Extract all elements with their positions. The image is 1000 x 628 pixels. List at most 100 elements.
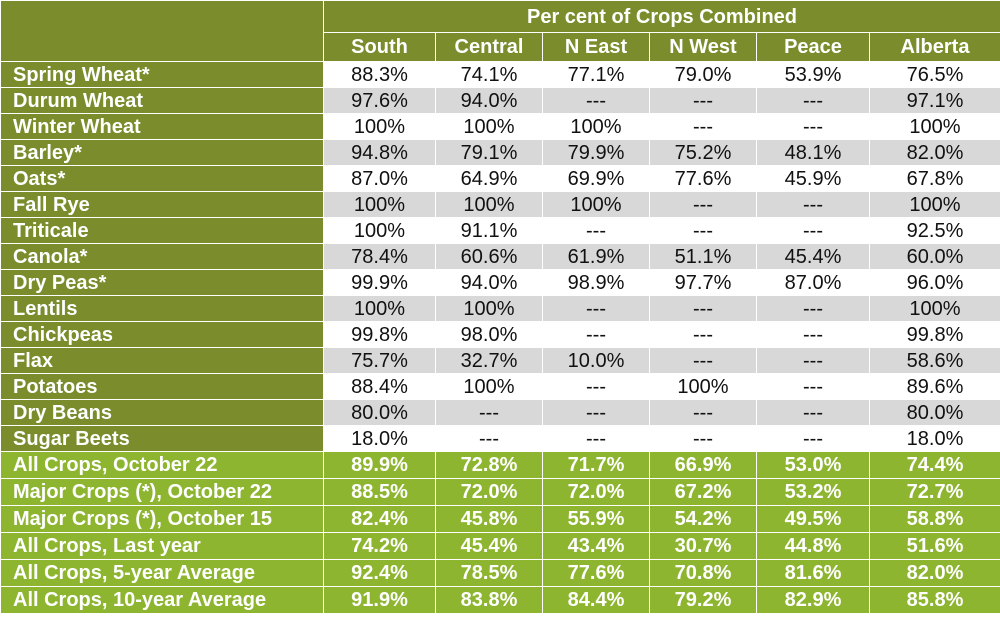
value-cell: ---	[756, 87, 870, 114]
value-cell: ---	[756, 425, 870, 452]
crop-name-cell: Canola*	[0, 243, 324, 270]
value-cell: 98.0%	[435, 321, 543, 348]
summary-row: Major Crops (*), October 22 88.5% 72.0% 72.…	[0, 478, 1000, 506]
crop-name-cell: Oats*	[0, 165, 324, 192]
value-cell: 98.9%	[542, 269, 650, 296]
summary-rows: All Crops, October 22 89.9% 72.8% 71.7% 66.9…	[0, 451, 1000, 614]
summary-label-cell: Major Crops (*), October 15	[0, 505, 324, 533]
summary-value-cell: 77.6%	[542, 559, 650, 587]
value-cell: 89.6%	[869, 373, 1000, 400]
summary-value-cell: 72.0%	[542, 478, 650, 506]
value-cell: ---	[542, 295, 650, 322]
group-title: Per cent of Crops Combined	[323, 0, 1000, 33]
value-cell: 64.9%	[435, 165, 543, 192]
value-cell: 10.0%	[542, 347, 650, 374]
value-cell: 99.8%	[323, 321, 436, 348]
summary-value-cell: 78.5%	[435, 559, 543, 587]
summary-label-cell: All Crops, 10-year Average	[0, 586, 324, 614]
value-cell: 100%	[869, 113, 1000, 140]
value-cell: ---	[435, 399, 543, 426]
crop-name-cell: Fall Rye	[0, 191, 324, 218]
summary-value-cell: 89.9%	[323, 451, 436, 479]
value-cell: ---	[649, 347, 757, 374]
value-cell: 100%	[435, 113, 543, 140]
summary-value-cell: 74.2%	[323, 532, 436, 560]
table-row: Canola* 78.4% 60.6% 61.9% 51.1% 45.4% 60.0%	[0, 243, 1000, 270]
crop-name-cell: Dry Peas*	[0, 269, 324, 296]
value-cell: 60.6%	[435, 243, 543, 270]
value-cell: ---	[649, 399, 757, 426]
value-cell: ---	[542, 399, 650, 426]
summary-value-cell: 55.9%	[542, 505, 650, 533]
crop-name-cell: Chickpeas	[0, 321, 324, 348]
crop-name-cell: Spring Wheat*	[0, 61, 324, 88]
crop-name-cell: Lentils	[0, 295, 324, 322]
value-cell: 91.1%	[435, 217, 543, 244]
table-row: Dry Beans 80.0% --- --- --- --- 80.0%	[0, 399, 1000, 426]
value-cell: 100%	[542, 113, 650, 140]
value-cell: 87.0%	[756, 269, 870, 296]
column-header-central: Central	[435, 32, 543, 62]
value-cell: 97.7%	[649, 269, 757, 296]
header-corner-cell	[0, 0, 324, 62]
summary-row: Major Crops (*), October 15 82.4% 45.8% 55.…	[0, 505, 1000, 533]
value-cell: ---	[649, 321, 757, 348]
value-cell: 61.9%	[542, 243, 650, 270]
column-header-alberta: Alberta	[869, 32, 1000, 62]
value-cell: 45.9%	[756, 165, 870, 192]
value-cell: 94.8%	[323, 139, 436, 166]
crop-name-cell: Potatoes	[0, 373, 324, 400]
value-cell: 94.0%	[435, 269, 543, 296]
summary-value-cell: 74.4%	[869, 451, 1000, 479]
table-row: Dry Peas* 99.9% 94.0% 98.9% 97.7% 87.0% 96.0%	[0, 269, 1000, 296]
value-cell: 60.0%	[869, 243, 1000, 270]
summary-value-cell: 82.9%	[756, 586, 870, 614]
value-cell: 100%	[323, 113, 436, 140]
value-cell: ---	[542, 87, 650, 114]
value-cell: ---	[756, 113, 870, 140]
value-cell: ---	[542, 217, 650, 244]
table-row: Durum Wheat 97.6% 94.0% --- --- --- 97.1%	[0, 87, 1000, 114]
summary-value-cell: 70.8%	[649, 559, 757, 587]
value-cell: 80.0%	[869, 399, 1000, 426]
value-cell: ---	[542, 321, 650, 348]
column-header-n-east: N East	[542, 32, 650, 62]
value-cell: ---	[756, 347, 870, 374]
summary-row: All Crops, October 22 89.9% 72.8% 71.7% 66.9…	[0, 451, 1000, 479]
value-cell: ---	[649, 113, 757, 140]
summary-value-cell: 67.2%	[649, 478, 757, 506]
value-cell: 79.1%	[435, 139, 543, 166]
crop-rows: Spring Wheat* 88.3% 74.1% 77.1% 79.0% 53.9% 76…	[0, 61, 1000, 452]
summary-value-cell: 81.6%	[756, 559, 870, 587]
value-cell: 76.5%	[869, 61, 1000, 88]
value-cell: ---	[649, 191, 757, 218]
summary-label-cell: All Crops, 5-year Average	[0, 559, 324, 587]
value-cell: 80.0%	[323, 399, 436, 426]
summary-label-cell: Major Crops (*), October 22	[0, 478, 324, 506]
value-cell: 67.8%	[869, 165, 1000, 192]
value-cell: ---	[435, 425, 543, 452]
summary-value-cell: 72.8%	[435, 451, 543, 479]
value-cell: 18.0%	[323, 425, 436, 452]
value-cell: ---	[649, 87, 757, 114]
value-cell: 97.6%	[323, 87, 436, 114]
value-cell: 100%	[323, 217, 436, 244]
value-cell: 45.4%	[756, 243, 870, 270]
value-cell: 77.1%	[542, 61, 650, 88]
value-cell: 100%	[435, 373, 543, 400]
value-cell: 100%	[435, 191, 543, 218]
summary-value-cell: 43.4%	[542, 532, 650, 560]
summary-value-cell: 58.8%	[869, 505, 1000, 533]
value-cell: 74.1%	[435, 61, 543, 88]
value-cell: 75.2%	[649, 139, 757, 166]
summary-value-cell: 54.2%	[649, 505, 757, 533]
summary-value-cell: 91.9%	[323, 586, 436, 614]
summary-value-cell: 51.6%	[869, 532, 1000, 560]
crops-combined-table: Per cent of Crops Combined South Central…	[0, 0, 1000, 614]
crop-name-cell: Sugar Beets	[0, 425, 324, 452]
crop-name-cell: Durum Wheat	[0, 87, 324, 114]
summary-value-cell: 84.4%	[542, 586, 650, 614]
summary-value-cell: 49.5%	[756, 505, 870, 533]
crop-name-cell: Winter Wheat	[0, 113, 324, 140]
summary-value-cell: 79.2%	[649, 586, 757, 614]
